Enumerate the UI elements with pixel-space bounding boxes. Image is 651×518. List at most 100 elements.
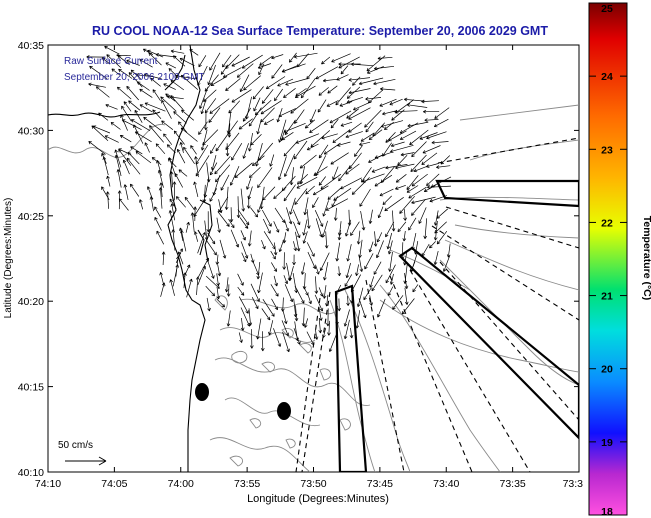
current-vector [242,143,249,159]
current-vector [382,195,392,206]
current-vector [203,111,208,131]
current-vector [219,239,227,259]
current-vector [332,166,339,180]
current-vector [389,98,403,106]
current-vector [240,188,246,212]
current-vector [282,308,288,325]
current-vector [353,101,372,111]
current-vector [344,219,352,237]
current-vector [436,230,448,245]
current-vector [171,229,176,251]
current-vector [314,294,324,312]
colorbar-tick-label: 18 [601,506,613,518]
current-vector [312,197,319,208]
current-vector [411,196,436,205]
current-vector [202,184,207,203]
current-vector [333,207,338,221]
x-tick-label: 74:00 [168,478,194,490]
current-vector [216,288,221,300]
current-vector [326,100,339,107]
current-vector [178,169,188,177]
colorbar [588,2,628,516]
current-vector [318,306,323,321]
x-tick-label: 73:35 [499,478,525,490]
current-vector [336,141,351,147]
current-vector [175,74,198,80]
current-vector [126,85,139,101]
current-vector [110,122,121,130]
current-vector [173,130,185,145]
current-vector [122,159,130,175]
current-vector [220,174,230,191]
current-vector [321,56,331,65]
current-vector [354,145,363,157]
current-vector [265,76,286,90]
current-vector [315,264,320,275]
x-tick-label: 74:05 [101,478,127,490]
current-vector [421,99,439,104]
current-vector [240,241,249,259]
current-vector [144,142,150,153]
current-vector [241,252,247,263]
current-vector [284,219,290,232]
current-vector [155,143,166,155]
current-vector [436,165,451,169]
current-vector [283,184,296,202]
current-vector [394,109,418,114]
current-vector [349,327,354,339]
current-vector [336,74,349,81]
current-vector [119,134,132,143]
current-vector [323,262,329,281]
current-vector [214,155,231,175]
current-vector [442,255,451,272]
current-vector [106,175,111,187]
current-vector [373,231,378,247]
current-vector [302,231,308,244]
current-vector [130,146,143,155]
current-vector [243,75,262,91]
current-vector [170,49,185,54]
current-vector [160,96,177,112]
current-vector [425,163,439,168]
current-vector [251,297,259,310]
current-vector [329,110,352,124]
current-vector [161,251,166,266]
current-vector [294,305,299,322]
current-vector [406,185,419,193]
current-vector [225,143,230,157]
current-vector [380,87,396,91]
current-vector [138,199,144,210]
current-vector [173,111,187,124]
current-vector [371,166,386,173]
current-vector [258,63,265,76]
current-vector [120,114,128,131]
current-vector [337,266,342,277]
current-vector [346,86,361,99]
current-vector [411,199,426,216]
current-vector [404,97,425,102]
current-vector [277,156,287,181]
x-tick-label: 73:55 [234,478,260,490]
current-vector [177,251,184,265]
x-axis: 74:10 74:05 74:00 73:55 73:50 73:45 73:40 73:35… [35,45,583,490]
current-vector [123,101,132,112]
current-vector [337,298,342,312]
current-vector [143,73,162,80]
current-vector [278,108,296,117]
current-vector [345,262,351,279]
current-vector [118,148,132,166]
current-vector [207,232,216,245]
current-vector [395,184,406,190]
current-vector [386,232,393,250]
current-vector [144,102,166,112]
current-vector [293,140,308,160]
x-tick-label: 73:3 [563,478,584,490]
current-vector [356,230,361,245]
current-vector [238,296,249,314]
current-vector [283,153,296,177]
current-vector [404,272,409,290]
current-vector [358,298,367,319]
radar-beams [295,137,579,472]
current-vector [220,64,229,75]
current-vector [172,264,180,287]
